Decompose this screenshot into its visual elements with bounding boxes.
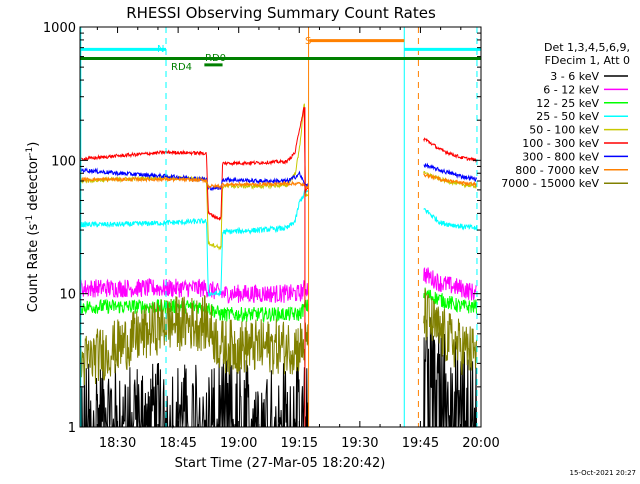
series-6-line-1 <box>79 107 309 221</box>
legend-label-7: 300 - 800 keV <box>522 150 599 163</box>
x-tick-label-3: 19:00 <box>220 436 257 451</box>
series-6-line-2 <box>423 137 477 163</box>
series-8-line-1 <box>79 176 309 190</box>
series-7-line-2 <box>423 162 477 182</box>
annotation-rd0: RD0 <box>205 53 226 64</box>
series-3-line-1 <box>79 298 309 324</box>
series-2 <box>79 266 477 304</box>
y-axis-label: Count Rate (s-1 detector-1) <box>25 142 41 313</box>
annotation-n: N <box>157 44 164 55</box>
y-tick-label-1: 1 <box>68 421 76 436</box>
legend-label-2: 6 - 12 keV <box>543 83 599 96</box>
series-7-line-1 <box>79 166 309 192</box>
vline-layer <box>80 27 478 427</box>
chart-title: RHESSI Observing Summary Count Rates <box>126 4 436 22</box>
series-2-line-1 <box>79 277 309 304</box>
series-3-line-2 <box>423 287 477 314</box>
x-tick-label-2: 18:45 <box>159 436 196 451</box>
x-tick-label-5: 19:30 <box>341 436 378 451</box>
annotation-rd4: RD4 <box>171 62 192 73</box>
y-axis-label-sup2: -1 <box>25 147 35 156</box>
series-6 <box>79 107 477 221</box>
x-tick-label-6: 19:45 <box>402 436 439 451</box>
legend-label-1: 3 - 6 keV <box>550 70 599 83</box>
series-1-line-1 <box>79 357 309 429</box>
y-tick-label-4: 1000 <box>43 21 76 36</box>
y-axis-label-end: ) <box>26 142 41 147</box>
legend-label-8: 800 - 7000 keV <box>515 164 599 177</box>
series-8 <box>79 173 477 190</box>
series-4-line-2 <box>423 208 477 231</box>
x-tick-label-7: 20:00 <box>462 436 499 451</box>
x-axis-label: Start Time (27-Mar-05 18:20:42) <box>175 456 386 471</box>
legend-label-4: 25 - 50 keV <box>536 110 599 123</box>
footer-date: 15-Oct-2021 20:27 <box>570 469 636 477</box>
y-tick-label-2: 10 <box>59 288 76 303</box>
series-8-line-2 <box>423 173 477 188</box>
series-9-line-1 <box>79 295 309 386</box>
plot-frame <box>79 26 482 428</box>
legend-label-6: 100 - 300 keV <box>522 137 599 150</box>
legend-label-9: 7000 - 15000 keV <box>501 177 599 190</box>
series-9-line-2 <box>423 288 477 376</box>
legend-header-line-1: Det 1,3,4,5,6,9, <box>544 41 630 54</box>
tick-layer: 18:30 18:45 19:00 19:15 19:30 19:45 20:00 1 10 10… <box>43 21 500 451</box>
x-tick-label-1: 18:30 <box>99 436 136 451</box>
legend-label-3: 12 - 25 keV <box>536 97 599 110</box>
legend-header-line-2: FDecim 1, Att 0 <box>545 54 630 67</box>
series-7 <box>79 162 477 192</box>
series-3 <box>79 287 477 324</box>
legend-label-5: 50 - 100 keV <box>529 124 599 137</box>
series-4-line-1 <box>79 189 309 297</box>
series-2-line-2 <box>423 266 477 301</box>
y-axis-label-sup1: -1 <box>25 215 35 224</box>
series-4 <box>79 189 477 297</box>
x-tick-label-4: 19:15 <box>281 436 318 451</box>
series-layer <box>79 103 477 429</box>
y-axis-label-main: Count Rate (s <box>26 224 41 313</box>
series-9 <box>79 288 477 386</box>
y-tick-label-3: 100 <box>51 154 76 169</box>
flag-layer <box>80 39 481 67</box>
annotation-s: S <box>305 36 311 47</box>
y-axis-label-mid: detector <box>26 155 41 215</box>
